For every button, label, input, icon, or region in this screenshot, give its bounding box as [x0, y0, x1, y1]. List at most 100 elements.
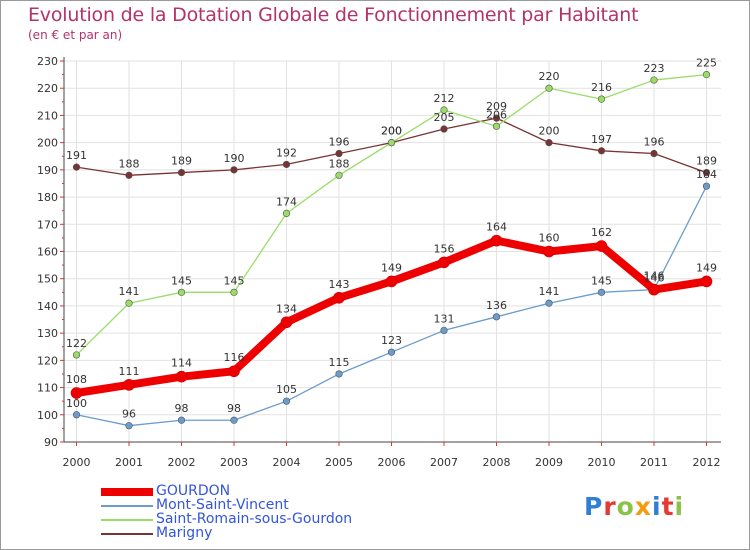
series-3-point-2005	[335, 149, 343, 158]
series-1-point-2008	[492, 313, 501, 321]
x-tick-label-2006: 2006	[378, 456, 406, 469]
data-label-series-3-2004: 192	[276, 146, 297, 159]
legend-label: Saint-Romain-sous-Gourdon	[156, 511, 353, 527]
data-label-series-1-2002: 98	[175, 402, 189, 415]
series-1-point-2001	[125, 422, 133, 430]
data-label-series-3-2002: 189	[171, 155, 192, 168]
series-3-point-2007	[440, 125, 448, 133]
y-tick-label-200: 200	[37, 137, 58, 150]
data-label-series-0-2012: 149	[696, 261, 717, 274]
data-label-series-3-2001: 188	[119, 157, 140, 170]
data-label-series-3-2008: 209	[486, 100, 507, 113]
y-tick-label-120: 120	[37, 354, 58, 367]
series-0-point-2010	[595, 240, 608, 252]
series-0-point-2005	[333, 291, 345, 304]
series-1-point-2006	[387, 348, 396, 356]
data-label-series-0-2005: 143	[329, 278, 350, 291]
series-0-point-2008	[490, 234, 503, 247]
data-label-series-3-2003: 190	[224, 152, 245, 165]
x-tick-label-2011: 2011	[640, 456, 668, 469]
legend-label: GOURDON	[156, 483, 231, 499]
data-label-series-0-2002: 114	[171, 357, 192, 370]
series-3-point-2004	[282, 160, 291, 169]
data-label-series-3-2000: 191	[66, 149, 87, 162]
series-3-point-2012	[702, 168, 711, 177]
data-label-series-1-2003: 98	[227, 402, 241, 415]
data-label-series-1-2001: 96	[122, 408, 136, 421]
data-label-series-0-2006: 149	[381, 261, 402, 274]
data-label-series-0-2008: 164	[486, 221, 507, 234]
data-label-series-2-2005: 188	[329, 157, 350, 170]
series-3-point-2000	[72, 163, 81, 171]
series-1-point-2000	[72, 411, 81, 419]
data-label-series-1-2006: 123	[381, 334, 402, 347]
series-1-point-2002	[177, 416, 186, 424]
data-label-series-1-2005: 115	[329, 356, 350, 369]
x-tick-label-2007: 2007	[430, 456, 458, 469]
legend-label: Mont-Saint-Vincent	[156, 497, 289, 513]
y-tick-label-190: 190	[37, 164, 58, 177]
series-1-point-2004	[282, 397, 291, 405]
data-label-series-2-2003: 145	[224, 274, 245, 287]
series-0-point-2001	[123, 379, 135, 391]
series-2-point-2006	[387, 139, 396, 147]
x-tick-label-2008: 2008	[483, 456, 511, 469]
series-0-point-2007	[438, 256, 450, 269]
y-tick-label-170: 170	[37, 218, 58, 231]
legend-label: Marigny	[156, 525, 213, 541]
y-axis-ticks: 90 100 110 120 130 140 150 160 170 180 190 200 210 22…	[37, 55, 58, 449]
logo-letter: i	[674, 492, 685, 521]
y-tick-label-210: 210	[37, 109, 58, 122]
logo-letter: i	[652, 492, 662, 521]
series-2-point-2004	[282, 209, 291, 217]
series-1-point-2003	[230, 416, 238, 424]
chart-subtitle: (en € et par an)	[28, 28, 123, 42]
axes	[60, 57, 721, 446]
data-label-series-0-2010: 162	[591, 226, 612, 239]
chart-title: Evolution de la Dotation Globale de Fonc…	[28, 4, 639, 26]
series-3-point-2001	[125, 171, 133, 179]
series-0-point-2003	[228, 365, 240, 378]
data-label-series-2-2007: 212	[434, 92, 455, 105]
series-0-point-2011	[648, 283, 660, 296]
series-0-point-2000	[70, 387, 83, 399]
data-label-series-3-2010: 197	[591, 133, 612, 146]
x-tick-label-2012: 2012	[693, 456, 721, 469]
y-tick-label-230: 230	[37, 55, 58, 68]
series-3-point-2010	[597, 147, 606, 155]
series-1-point-2010	[597, 288, 606, 296]
y-tick-label-110: 110	[37, 382, 58, 395]
data-label-series-1-2012: 184	[696, 168, 717, 181]
data-label-series-1-2011: 146	[644, 272, 665, 285]
data-label-series-2-2010: 216	[591, 81, 612, 94]
x-tick-label-2005: 2005	[325, 456, 353, 469]
data-label-series-0-2001: 111	[119, 365, 140, 378]
series-2-point-2012	[702, 71, 711, 79]
legend-swatch	[101, 519, 153, 521]
y-tick-label-90: 90	[44, 436, 58, 449]
series-0-point-2009	[543, 245, 555, 258]
x-tick-label-2000: 2000	[63, 456, 91, 469]
data-label-series-1-2000: 100	[66, 397, 87, 410]
y-tick-label-160: 160	[37, 246, 58, 259]
data-label-series-2-2006: 200	[381, 125, 402, 138]
y-tick-label-130: 130	[37, 327, 58, 340]
legend-swatch	[101, 533, 153, 535]
data-label-series-1-2007: 131	[434, 312, 455, 325]
x-tick-label-2009: 2009	[535, 456, 563, 469]
series-3-point-2008	[492, 114, 501, 122]
series-0-point-2012	[700, 275, 713, 288]
logo-letter: r	[603, 492, 617, 521]
grid-lines	[64, 60, 721, 443]
y-tick-label-140: 140	[37, 300, 58, 313]
series-2-point-2002	[177, 288, 186, 296]
data-label-series-2-2004: 174	[276, 195, 297, 208]
series-2-point-2009	[545, 84, 553, 92]
line-chart: 90 100 110 120 130 140 150 160 170 180 190 200 210 22…	[37, 55, 721, 469]
y-tick-label-220: 220	[37, 82, 58, 95]
proxiti-logo: Proxiti	[584, 492, 684, 521]
data-label-series-2-2000: 122	[66, 337, 87, 350]
logo-letter: x	[634, 492, 652, 521]
logo-letter: t	[661, 492, 675, 521]
